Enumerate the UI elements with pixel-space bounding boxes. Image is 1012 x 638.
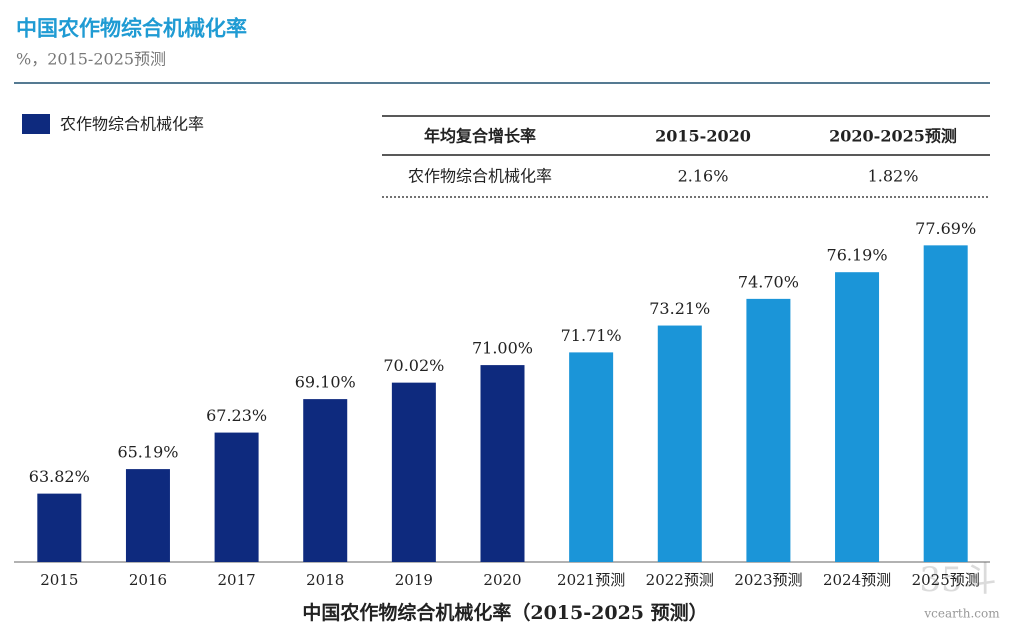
data-label: 67.23% — [206, 406, 267, 425]
x-tick-label: 2018 — [306, 571, 344, 589]
chart-title: 中国农作物综合机械化率 — [16, 16, 247, 41]
table-cell: 1.82% — [868, 167, 919, 186]
bar — [303, 399, 348, 562]
watermark: 35斗 — [919, 560, 996, 600]
chart-subtitle: %，2015-2025预测 — [16, 50, 166, 69]
bar — [835, 272, 880, 562]
caption: 中国农作物综合机械化率（2015-2025 预测） — [302, 601, 707, 624]
bar — [214, 432, 259, 562]
table-header: 2020-2025预测 — [829, 127, 957, 146]
bar — [657, 325, 702, 562]
data-label: 65.19% — [117, 443, 178, 462]
data-label: 77.69% — [915, 219, 976, 238]
watermark: vcearth.com — [923, 607, 1000, 621]
bar — [391, 382, 436, 562]
bar — [37, 493, 82, 562]
bar — [746, 298, 791, 562]
table-header: 年均复合增长率 — [424, 127, 536, 146]
legend-swatch — [22, 114, 50, 134]
bar — [923, 245, 968, 562]
bar — [569, 352, 614, 562]
bar — [480, 365, 525, 562]
table-header: 2015-2020 — [655, 127, 751, 146]
data-label: 70.02% — [383, 356, 444, 375]
legend-label: 农作物综合机械化率 — [60, 115, 204, 134]
data-label: 63.82% — [29, 467, 90, 486]
bar — [125, 469, 170, 562]
table-cell: 2.16% — [678, 167, 729, 186]
data-label: 69.10% — [295, 373, 356, 392]
x-tick-label: 2019 — [395, 571, 433, 589]
x-tick-label: 2015 — [40, 571, 78, 589]
x-tick-label: 2021预测 — [557, 571, 625, 589]
data-label: 73.21% — [649, 299, 710, 318]
x-tick-label: 2024预测 — [823, 571, 891, 589]
data-label: 76.19% — [827, 246, 888, 265]
x-tick-label: 2023预测 — [734, 571, 802, 589]
x-tick-label: 2017 — [217, 571, 255, 589]
x-tick-label: 2016 — [129, 571, 167, 589]
x-tick-label: 2025预测 — [912, 571, 980, 589]
data-label: 71.71% — [561, 326, 622, 345]
table-cell: 农作物综合机械化率 — [408, 167, 552, 186]
data-label: 74.70% — [738, 272, 799, 291]
x-tick-label: 2020 — [483, 571, 521, 589]
data-label: 71.00% — [472, 339, 533, 358]
x-tick-label: 2022预测 — [646, 571, 714, 589]
